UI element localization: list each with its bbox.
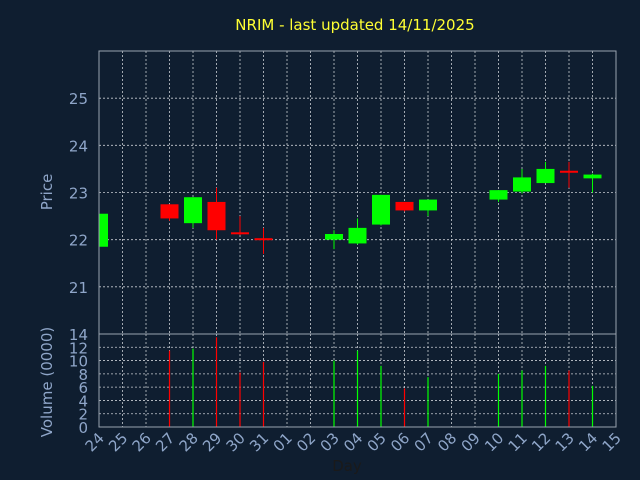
price-axis-label: Price xyxy=(38,174,56,211)
candle-body xyxy=(419,199,437,211)
x-tick-label: 13 xyxy=(552,429,578,455)
chart-title: NRIM - last updated 14/11/2025 xyxy=(235,16,474,34)
price-grid xyxy=(98,51,617,334)
x-tick-label: 11 xyxy=(505,429,531,455)
x-tick-label: 12 xyxy=(528,429,554,455)
price-tick-labels: 21 22 23 24 25 xyxy=(69,90,88,297)
candle-body xyxy=(231,232,249,235)
volume-tick-label: 14 xyxy=(69,326,88,344)
candle-body xyxy=(254,238,273,241)
candles-group xyxy=(98,161,602,254)
x-tick-label: 05 xyxy=(364,429,390,455)
candle-body xyxy=(395,201,414,211)
x-tick-label: 28 xyxy=(176,429,202,455)
candle-body xyxy=(536,168,555,184)
candle-body xyxy=(160,204,179,219)
x-tick-label: 07 xyxy=(411,429,437,455)
volume-tick-label: 12 xyxy=(69,339,88,357)
x-tick-label: 26 xyxy=(129,429,155,455)
x-tick-label: 02 xyxy=(293,429,319,455)
x-tick-label: 30 xyxy=(223,429,249,455)
x-tick-label: 04 xyxy=(340,429,366,455)
price-tick-label: 21 xyxy=(69,279,88,297)
candle-body xyxy=(513,177,531,192)
candle-body xyxy=(583,174,602,179)
x-tick-label: 06 xyxy=(387,429,413,455)
candle-body xyxy=(99,213,108,247)
price-tick-label: 22 xyxy=(69,232,88,250)
price-tick-label: 24 xyxy=(69,137,88,155)
volume-tick-label: 4 xyxy=(78,392,88,410)
volume-tick-label: 0 xyxy=(78,419,88,437)
price-tick-label: 23 xyxy=(69,185,88,203)
candle-body xyxy=(560,170,578,173)
x-tick-label: 15 xyxy=(599,429,625,455)
x-tick-label: 10 xyxy=(481,429,507,455)
volume-tick-label: 10 xyxy=(69,353,88,371)
volume-bars-group xyxy=(168,337,594,427)
candle-body xyxy=(325,234,343,240)
candle-body xyxy=(348,227,367,244)
candle-body xyxy=(207,201,226,231)
candle-body xyxy=(184,197,202,224)
volume-panel-frame xyxy=(98,333,617,428)
volume-tick-label: 8 xyxy=(78,366,88,384)
volume-tick-label: 2 xyxy=(78,406,88,424)
x-tick-label: 14 xyxy=(575,429,601,455)
x-tick-label: 27 xyxy=(152,429,178,455)
x-tick-label: 09 xyxy=(458,429,484,455)
volume-tick-label: 6 xyxy=(78,379,88,397)
candle-body xyxy=(372,194,390,225)
x-tick-label: 01 xyxy=(270,429,296,455)
x-tick-label: 29 xyxy=(199,429,225,455)
x-tick-label: 08 xyxy=(434,429,460,455)
price-tick-label: 25 xyxy=(69,90,88,108)
x-tick-labels: 2425262728293031010203040506070809101112… xyxy=(82,429,625,455)
candle-body xyxy=(489,190,508,200)
x-tick-label: 31 xyxy=(246,429,272,455)
x-tick-label: 03 xyxy=(317,429,343,455)
x-axis-label: Day xyxy=(332,457,362,475)
x-tick-label: 25 xyxy=(105,429,131,455)
volume-axis-label: Volume (0000) xyxy=(38,327,56,437)
